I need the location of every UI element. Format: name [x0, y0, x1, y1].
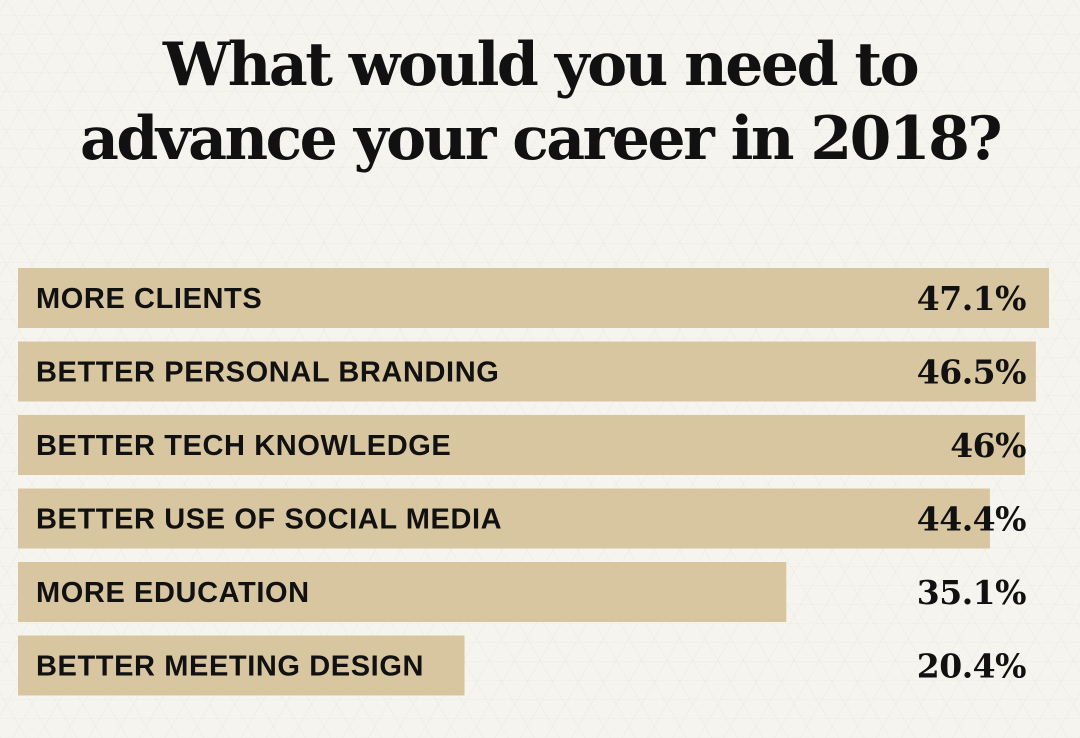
- category-label: BETTER TECH KNOWLEDGE: [36, 430, 451, 462]
- value-label: 47.1%: [917, 279, 1026, 318]
- value-label: 20.4%: [917, 647, 1026, 686]
- bar-row: BETTER MEETING DESIGN 20.4%: [18, 635, 1027, 696]
- category-label: BETTER USE OF SOCIAL MEDIA: [36, 504, 502, 536]
- category-label: MORE EDUCATION: [36, 577, 310, 609]
- bar: [18, 635, 465, 696]
- category-label: BETTER PERSONAL BRANDING: [36, 357, 499, 389]
- value-label: 46.5%: [917, 353, 1026, 392]
- chart-title-line-1: What would you need to: [162, 30, 920, 100]
- category-label: MORE CLIENTS: [36, 283, 262, 315]
- bar: [18, 268, 1049, 328]
- bar-row: MORE CLIENTS 47.1%: [18, 268, 1049, 328]
- bar-row: BETTER TECH KNOWLEDGE 46%: [18, 415, 1027, 475]
- chart-title: What would you need to advance your care…: [0, 28, 1080, 176]
- bar: [18, 488, 990, 549]
- value-label: 35.1%: [917, 573, 1026, 612]
- category-label: BETTER MEETING DESIGN: [36, 651, 424, 683]
- bar-row: MORE EDUCATION 35.1%: [18, 562, 1027, 622]
- bar: [18, 415, 1025, 475]
- bar-row: BETTER USE OF SOCIAL MEDIA 44.4%: [18, 488, 1027, 549]
- chart-title-line-2: advance your career in 2018?: [79, 104, 1003, 174]
- bar: [18, 562, 787, 622]
- bar-row: BETTER PERSONAL BRANDING 46.5%: [18, 341, 1036, 402]
- value-label: 46%: [950, 426, 1026, 465]
- bar: [18, 341, 1036, 402]
- value-label: 44.4%: [917, 500, 1026, 539]
